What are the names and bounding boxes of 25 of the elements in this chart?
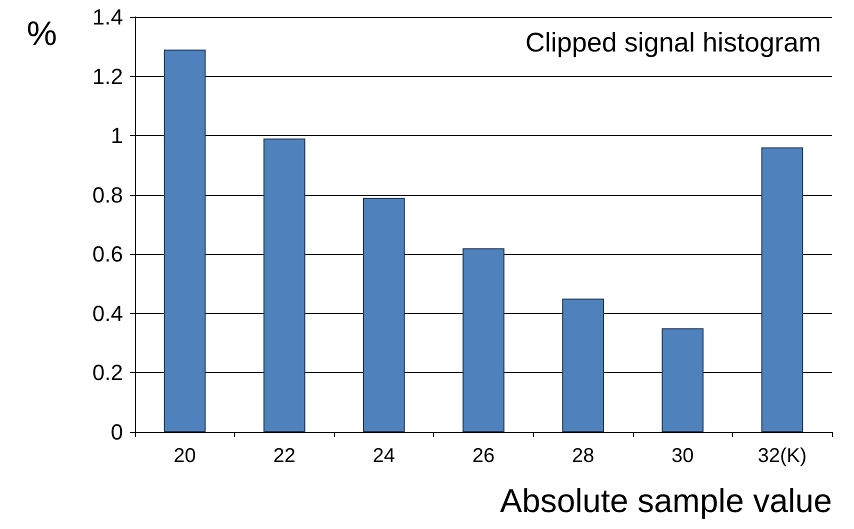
y-tick-label: 0.2 bbox=[92, 360, 123, 386]
x-tick-label: 30 bbox=[672, 445, 694, 467]
chart-title: Clipped signal histogram bbox=[525, 28, 821, 58]
y-tick-label: 0 bbox=[110, 420, 123, 444]
bar bbox=[164, 50, 206, 432]
bar bbox=[462, 248, 504, 432]
y-tick-label: 1.4 bbox=[92, 4, 123, 30]
bar bbox=[263, 138, 306, 432]
y-tick-label: 0.6 bbox=[92, 242, 123, 267]
bar bbox=[761, 147, 804, 432]
x-axis-title: Absolute sample value bbox=[500, 482, 832, 519]
bar bbox=[363, 198, 405, 432]
x-tick-label: 32(K) bbox=[758, 445, 807, 467]
y-axis-title: % bbox=[26, 15, 57, 53]
y-tick-label: 0.4 bbox=[92, 300, 123, 326]
x-tick-label: 28 bbox=[572, 445, 594, 467]
x-tick-label: 20 bbox=[174, 445, 196, 467]
bar bbox=[662, 328, 704, 432]
x-tick-label: 24 bbox=[372, 445, 396, 467]
y-tick-label: 1 bbox=[110, 123, 123, 148]
y-tick-label: 0.8 bbox=[92, 182, 123, 208]
y-tick-label: 1.2 bbox=[92, 64, 123, 89]
x-tick-label: 22 bbox=[273, 445, 296, 467]
x-tick-label: 26 bbox=[472, 445, 495, 467]
bar bbox=[562, 298, 604, 432]
